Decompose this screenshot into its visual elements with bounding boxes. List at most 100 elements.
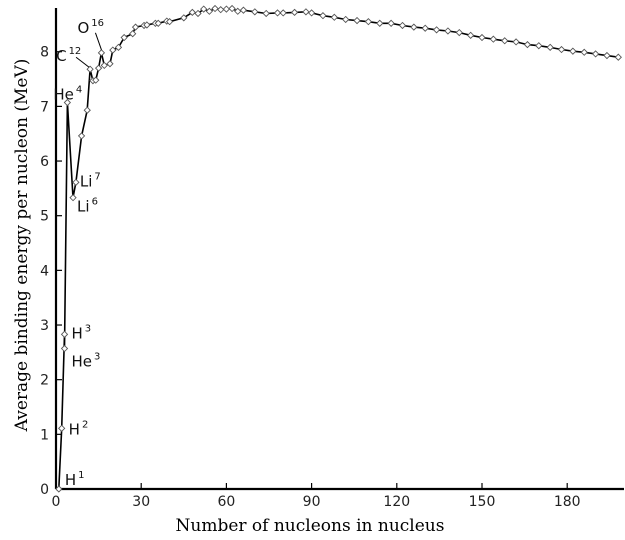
annotation-mass-number: 2 xyxy=(82,419,88,430)
annotation-mass-number: 16 xyxy=(91,18,104,29)
annotation-element: Li xyxy=(77,198,90,216)
data-point xyxy=(501,37,509,45)
y-tick-label: 3 xyxy=(40,318,49,334)
data-point xyxy=(109,46,117,54)
data-point xyxy=(72,178,80,186)
annotation-mass-number: 3 xyxy=(85,323,91,334)
data-point xyxy=(165,18,174,26)
annotation-o16: O 16 xyxy=(77,18,104,37)
data-point xyxy=(376,19,384,27)
x-tick-label: 120 xyxy=(383,494,410,510)
data-point xyxy=(535,42,543,50)
data-point xyxy=(603,51,611,60)
data-point xyxy=(205,7,213,15)
data-point xyxy=(410,23,418,31)
data-point xyxy=(194,9,202,18)
annotation-he4: He 4 xyxy=(53,85,82,104)
y-tick-label: 7 xyxy=(40,99,49,115)
data-point xyxy=(106,60,114,68)
annotation-element: He xyxy=(72,353,93,371)
annotation-element: He xyxy=(53,86,74,104)
y-tick-label: 8 xyxy=(40,45,49,61)
annotation-element: Li xyxy=(80,172,93,190)
data-point xyxy=(69,194,77,202)
data-point xyxy=(614,53,622,61)
x-tick-label: 180 xyxy=(554,494,581,510)
series-line xyxy=(58,7,619,490)
data-point xyxy=(478,33,486,42)
data-point xyxy=(569,47,577,55)
data-point xyxy=(330,13,338,21)
annotation-element: O xyxy=(77,19,89,37)
data-point xyxy=(262,9,270,18)
data-point xyxy=(120,33,128,42)
y-axis-label: Average binding energy per nucleon (MeV) xyxy=(12,59,32,433)
x-tick-label: 150 xyxy=(469,494,496,510)
y-tick-label: 5 xyxy=(40,209,49,225)
data-point xyxy=(307,9,316,17)
data-point xyxy=(279,9,287,17)
data-point xyxy=(455,28,463,37)
data-point xyxy=(319,12,327,20)
y-tick-label: 6 xyxy=(40,154,49,170)
data-point xyxy=(97,49,106,57)
data-point xyxy=(557,45,566,54)
data-point xyxy=(60,330,69,338)
data-point xyxy=(86,65,94,73)
annotation-he3: He 3 xyxy=(72,352,101,371)
data-point xyxy=(398,21,407,30)
data-point xyxy=(55,485,63,493)
data-point xyxy=(222,5,231,13)
annotation-element: H xyxy=(65,471,76,489)
data-point xyxy=(234,7,242,15)
annotations: H 1H 2H 3He 3He 4Li 7Li 6C 12O 16 xyxy=(53,18,104,489)
annotation-element: H xyxy=(69,420,80,438)
data-point xyxy=(364,18,373,26)
annotation-element: C xyxy=(56,47,66,65)
data-point xyxy=(353,16,361,25)
x-tick-label: 30 xyxy=(132,494,150,510)
data-point xyxy=(92,76,100,84)
data-point xyxy=(188,8,196,17)
annotation-mass-number: 6 xyxy=(92,197,98,208)
data-point xyxy=(467,31,475,39)
y-tick-label: 2 xyxy=(40,373,49,389)
data-point xyxy=(63,98,71,107)
data-point xyxy=(200,5,208,13)
annotation-li6: Li 6 xyxy=(77,197,98,216)
y-tick-label: 4 xyxy=(40,263,49,279)
data-point xyxy=(83,106,91,114)
y-tick-label: 0 xyxy=(40,482,49,498)
x-tick-label: 90 xyxy=(303,494,321,510)
leader-line-o16 xyxy=(94,32,102,50)
data-point xyxy=(94,64,103,72)
data-point xyxy=(180,14,188,22)
data-point xyxy=(342,15,350,24)
annotation-mass-number: 4 xyxy=(76,85,82,96)
annotation-mass-number: 1 xyxy=(78,470,84,481)
data-point xyxy=(77,132,86,140)
data-point xyxy=(523,40,532,49)
x-tick-label: 0 xyxy=(52,494,61,510)
data-point xyxy=(129,30,137,38)
annotation-mass-number: 7 xyxy=(94,171,100,182)
plot-area xyxy=(55,4,622,493)
data-point xyxy=(143,21,151,29)
annotation-li7: Li 7 xyxy=(80,171,101,190)
x-axis-label: Number of nucleons in nucleus xyxy=(176,516,445,536)
data-point xyxy=(228,4,236,13)
data-point xyxy=(154,19,162,27)
data-point xyxy=(211,4,219,13)
data-point xyxy=(302,8,310,16)
annotation-c12: C 12 xyxy=(56,46,81,65)
annotation-element: H xyxy=(72,324,83,342)
data-point xyxy=(251,8,259,16)
data-point xyxy=(58,424,66,432)
data-point xyxy=(489,35,497,43)
data-point xyxy=(290,8,299,17)
